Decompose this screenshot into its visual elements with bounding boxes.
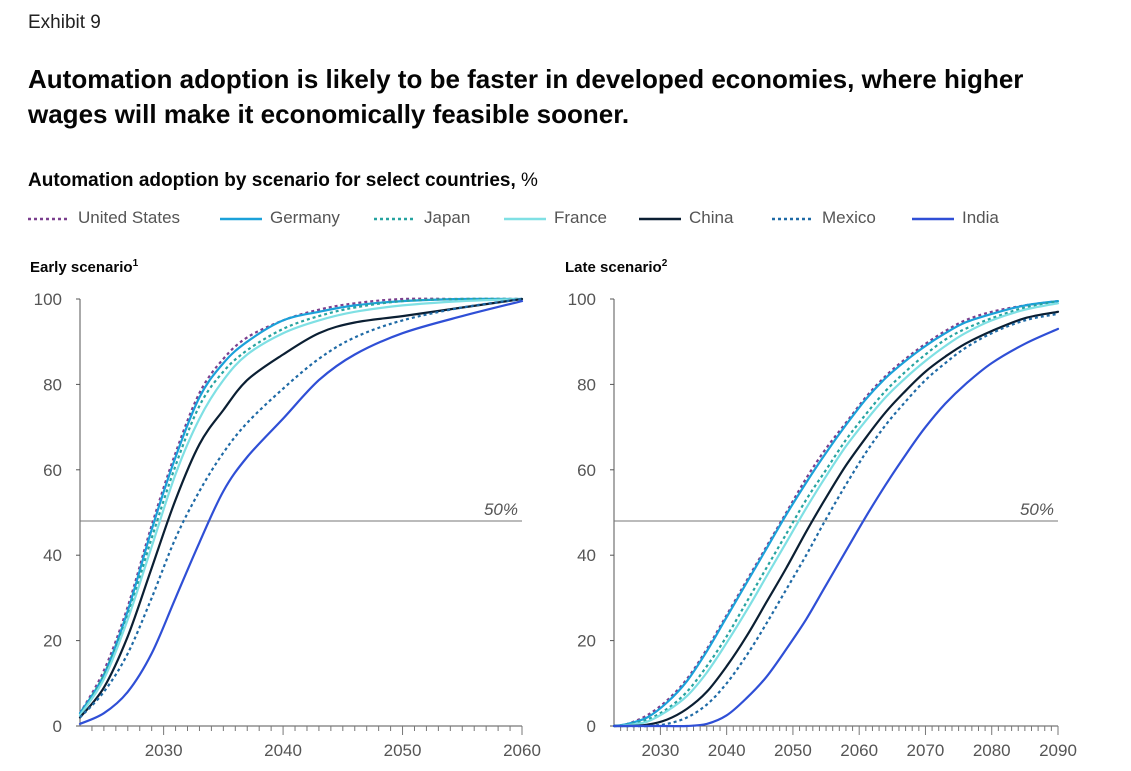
legend-swatch-india — [912, 217, 954, 221]
x-tick-label: 2060 — [840, 741, 878, 760]
series-line-united-states — [79, 297, 522, 714]
x-tick-label: 2030 — [641, 741, 679, 760]
legend-label: Mexico — [822, 208, 876, 227]
series-line-china — [78, 297, 524, 719]
chart-subtitle-unit: % — [521, 170, 538, 191]
y-tick-label: 40 — [43, 546, 62, 565]
chart-subtitle: Automation adoption by scenario for sele… — [28, 170, 538, 192]
x-tick-label: 2040 — [708, 741, 746, 760]
legend-swatch-united-states — [28, 217, 70, 221]
y-tick-label: 100 — [34, 290, 62, 309]
legend-swatch-germany — [220, 217, 262, 221]
legend-swatch-mexico — [772, 217, 814, 221]
y-tick-label: 80 — [577, 375, 596, 394]
panel-title-text: Early scenario — [30, 259, 133, 276]
series-line-united-states — [613, 300, 1059, 728]
series-line-mexico — [79, 297, 523, 719]
x-tick-label: 2050 — [774, 741, 812, 760]
legend-swatch-france — [504, 217, 546, 221]
y-tick-label: 0 — [53, 717, 62, 736]
x-tick-label: 2070 — [907, 741, 945, 760]
x-tick-label: 2090 — [1039, 741, 1077, 760]
legend-swatch-japan — [374, 217, 416, 221]
panel-title-footnote: 1 — [133, 258, 139, 269]
series-line-japan — [79, 297, 523, 716]
x-tick-label: 2030 — [145, 741, 183, 760]
panel-title-footnote: 2 — [662, 258, 668, 269]
y-tick-label: 40 — [577, 546, 596, 565]
x-tick-label: 2050 — [384, 741, 422, 760]
series-line-mexico — [613, 312, 1059, 728]
legend-swatch-china — [639, 217, 681, 221]
x-tick-label: 2080 — [973, 741, 1011, 760]
chart-subtitle-text: Automation adoption by scenario for sele… — [28, 170, 516, 191]
series-line-india — [78, 300, 524, 725]
series-line-france — [78, 297, 524, 717]
x-tick-label: 2060 — [503, 741, 541, 760]
series-line-china — [612, 310, 1060, 728]
x-tick-label: 2040 — [264, 741, 302, 760]
legend-label: Japan — [424, 208, 471, 227]
series-line-germany — [78, 297, 524, 715]
y-tick-label: 20 — [577, 632, 596, 651]
y-tick-label: 60 — [43, 461, 62, 480]
reference-line-label: 50% — [1020, 500, 1054, 519]
series-line-germany — [612, 300, 1060, 728]
panel-title-early: Early scenario1 — [30, 258, 139, 276]
y-tick-label: 0 — [587, 717, 596, 736]
y-tick-label: 20 — [43, 632, 62, 651]
series-line-france — [612, 302, 1060, 728]
legend-label: India — [962, 208, 999, 227]
legend-label: France — [554, 208, 607, 227]
legend: United States Germany Japan France China… — [28, 207, 1118, 231]
exhibit-label: Exhibit 9 — [28, 12, 101, 33]
series-line-india — [612, 327, 1060, 728]
panel-title-text: Late scenario — [565, 259, 662, 276]
reference-line-label: 50% — [484, 500, 518, 519]
legend-label: United States — [78, 208, 181, 227]
series-line-japan — [613, 300, 1059, 728]
y-tick-label: 100 — [568, 290, 596, 309]
y-tick-label: 60 — [577, 461, 596, 480]
headline: Automation adoption is likely to be fast… — [28, 64, 1024, 129]
legend-label: China — [689, 208, 734, 227]
panel-title-late: Late scenario2 — [565, 258, 668, 276]
y-tick-label: 80 — [43, 375, 62, 394]
legend-label: Germany — [270, 208, 340, 227]
